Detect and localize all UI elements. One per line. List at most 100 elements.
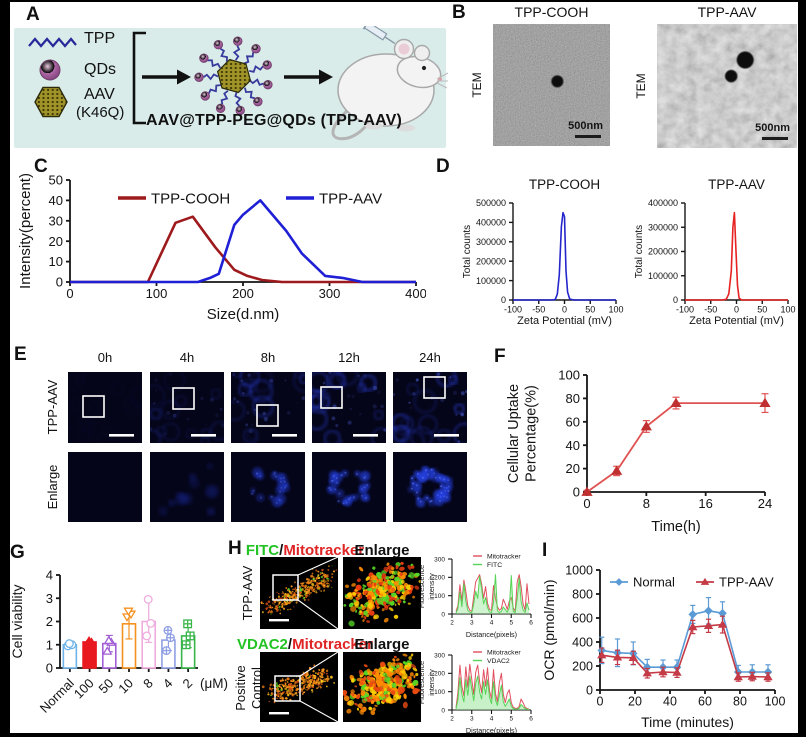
coloc-title-2: VDAC2/Mitotracker <box>232 636 378 653</box>
uptake-time-12h: 12h <box>338 350 360 365</box>
uptake-time-8h: 8h <box>260 350 276 365</box>
uptake-time-4h: 4h <box>179 350 195 365</box>
svg-text:100: 100 <box>780 305 795 315</box>
svg-text:1: 1 <box>46 637 53 652</box>
svg-text:(μM): (μM) <box>200 676 228 691</box>
svg-text:-100: -100 <box>676 305 694 315</box>
svg-text:80: 80 <box>566 391 580 406</box>
scalebar-1 <box>575 134 601 138</box>
svg-text:400000: 400000 <box>648 198 678 208</box>
enlarge-image-8h <box>231 452 305 522</box>
zeta-potential-chart-tpp-aav: -100 -50 0 50 100 0 100000 200000 300000 400000 TP… <box>608 163 800 336</box>
svg-text:200: 200 <box>572 659 593 673</box>
svg-text:6: 6 <box>529 620 533 627</box>
tpp-zigzag-icon <box>28 37 77 48</box>
svg-text:0: 0 <box>597 695 604 709</box>
svg-text:100: 100 <box>608 305 623 315</box>
svg-text:0: 0 <box>56 275 63 290</box>
slash-2: / <box>287 636 293 653</box>
svg-text:400000: 400000 <box>476 218 506 228</box>
svg-text:300: 300 <box>319 286 341 301</box>
syringe-icon <box>362 26 396 45</box>
svg-text:10: 10 <box>49 254 63 269</box>
panel-c-label: C <box>34 156 48 177</box>
coloc-image-positive-control <box>260 652 338 722</box>
svg-text:0: 0 <box>66 286 73 301</box>
svg-text:intensity: intensity <box>427 573 436 600</box>
tem-axis-label-2: TEM <box>634 73 648 99</box>
svg-text:0: 0 <box>441 611 445 618</box>
svg-text:0: 0 <box>501 295 506 305</box>
scalebar-2 <box>762 136 788 140</box>
intensity-profile-chart-2: 2 3 4 5 6 0 100 200 300 Distance(pixels) Fluoresce… <box>416 642 540 737</box>
aav-hexagon-icon <box>34 86 68 118</box>
svg-text:200: 200 <box>232 286 254 301</box>
svg-text:8: 8 <box>643 496 650 511</box>
svg-text:4: 4 <box>160 676 176 692</box>
assembly-caption: AAV@TPP-PEG@QDs (TPP-AAV) <box>146 112 403 129</box>
coloc-row-label-tpp-aav: TPP-AAV <box>239 565 255 621</box>
svg-text:0: 0 <box>46 661 53 676</box>
svg-text:20: 20 <box>49 234 63 249</box>
svg-text:100000: 100000 <box>648 271 678 281</box>
confocal-cell-image-8h <box>231 372 305 443</box>
enlarge-title-1: Enlarge <box>354 542 410 559</box>
svg-text:5: 5 <box>509 620 513 627</box>
panel-g-label: G <box>10 542 25 563</box>
svg-text:TPP-AAV: TPP-AAV <box>719 575 774 590</box>
ocr-chart: 0 20 40 60 80 100 0 200 400 600 800 1000 Time (minut… <box>538 548 800 737</box>
confocal-cell-image-0h <box>68 372 142 443</box>
svg-text:0: 0 <box>586 683 593 697</box>
svg-text:4: 4 <box>490 620 494 627</box>
svg-text:0: 0 <box>734 305 739 315</box>
svg-text:300000: 300000 <box>648 222 678 232</box>
svg-text:8: 8 <box>140 676 156 692</box>
aav-sublabel: (K46Q) <box>76 104 125 121</box>
svg-text:0: 0 <box>583 496 590 511</box>
nanoparticle-icon <box>194 36 273 116</box>
coloc-enlarge-positive-control <box>343 652 421 722</box>
svg-text:50: 50 <box>96 676 117 697</box>
scalebar-label-1: 500nm <box>568 120 603 132</box>
svg-text:100: 100 <box>71 676 97 702</box>
scalebar-label-2: 500nm <box>755 122 790 134</box>
panel-f-label: F <box>494 346 506 367</box>
qd-sphere-icon <box>39 59 61 81</box>
uptake-row-label-enlarge: Enlarge <box>44 464 60 510</box>
svg-text:300: 300 <box>434 652 445 659</box>
svg-text:Cell viability: Cell viability <box>9 585 25 659</box>
svg-text:3: 3 <box>470 620 474 627</box>
tem-axis-label-1: TEM <box>470 72 484 98</box>
svg-text:3: 3 <box>470 716 474 723</box>
svg-text:200: 200 <box>434 575 445 582</box>
coloc-row-label-positive: Positive <box>232 665 248 711</box>
svg-text:300000: 300000 <box>476 237 506 247</box>
svg-text:60: 60 <box>698 695 712 709</box>
svg-text:16: 16 <box>698 496 712 511</box>
svg-text:40: 40 <box>663 695 677 709</box>
svg-text:20: 20 <box>566 461 580 476</box>
svg-text:-50: -50 <box>532 305 545 315</box>
svg-text:30: 30 <box>49 213 63 228</box>
svg-text:Normal: Normal <box>633 575 675 590</box>
svg-text:Size(d.nm): Size(d.nm) <box>207 306 280 323</box>
svg-text:TPP-AAV: TPP-AAV <box>319 190 382 207</box>
svg-text:100: 100 <box>765 695 786 709</box>
svg-text:200000: 200000 <box>648 247 678 257</box>
svg-text:Fluorescence: Fluorescence <box>417 661 426 704</box>
svg-text:200: 200 <box>434 671 445 678</box>
svg-text:-50: -50 <box>704 305 717 315</box>
aav-label: AAV <box>84 86 115 103</box>
panel-i-label: I <box>542 540 548 561</box>
tem-title-tpp-aav: TPP-AAV <box>697 4 757 20</box>
enlarge-image-4h <box>150 452 224 522</box>
panel-d-label: D <box>436 156 450 177</box>
svg-text:Percentage(%): Percentage(%) <box>524 385 540 482</box>
svg-text:100: 100 <box>434 689 445 696</box>
coloc-title-1: FITC/Mitotracker <box>235 542 375 559</box>
svg-text:100: 100 <box>146 286 168 301</box>
svg-text:TPP-COOH: TPP-COOH <box>529 177 600 192</box>
svg-text:VDAC2: VDAC2 <box>487 658 510 665</box>
svg-text:800: 800 <box>572 587 593 601</box>
svg-text:-100: -100 <box>504 305 522 315</box>
